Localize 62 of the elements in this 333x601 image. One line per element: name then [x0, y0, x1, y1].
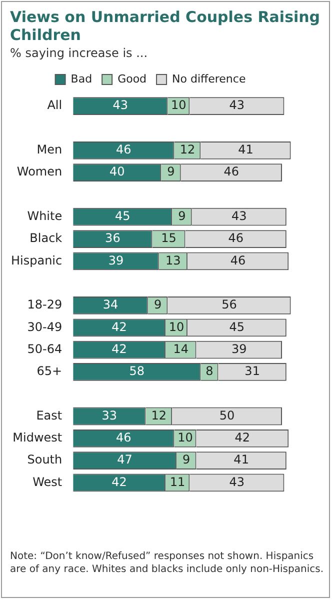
- y-tick-label: Black: [30, 231, 62, 246]
- data-label: 42: [234, 430, 250, 445]
- y-tick-label: All: [47, 98, 62, 112]
- legend-label: No difference: [172, 72, 246, 86]
- data-label: 47: [117, 452, 132, 467]
- data-label: 11: [170, 474, 186, 489]
- data-label: 42: [112, 320, 127, 334]
- data-label: 34: [102, 298, 118, 312]
- data-label: 42: [112, 474, 127, 489]
- data-label: 9: [167, 164, 175, 179]
- y-tick-label: East: [36, 408, 62, 422]
- data-label: 10: [168, 320, 184, 334]
- y-tick-label: White: [27, 208, 62, 223]
- data-label: 45: [114, 208, 130, 223]
- data-label: 10: [171, 98, 186, 112]
- data-label: 46: [224, 164, 240, 179]
- chart-title: Views on Unmarried Couples Raising Children: [10, 8, 322, 44]
- y-tick-label: 18-29: [27, 298, 62, 312]
- y-tick-label: Hispanic: [10, 253, 62, 268]
- data-label: 43: [229, 474, 245, 489]
- text: Note: “Don’t know/Refused” responses not shown. Hispanics are of any race. Whites and blacks include only non-Hispanics.: [10, 550, 324, 576]
- data-label: 8: [206, 364, 214, 378]
- data-label: 9: [154, 298, 162, 312]
- data-label: 33: [102, 408, 118, 422]
- legend-label: Good: [118, 72, 147, 86]
- y-tick-label: 65+: [36, 364, 62, 378]
- data-label: 15: [161, 231, 176, 246]
- data-label: 39: [231, 342, 247, 356]
- y-tick-label: 30-49: [27, 320, 62, 334]
- data-label: 50: [219, 408, 235, 422]
- data-label: 41: [234, 452, 249, 467]
- data-label: 12: [151, 408, 167, 422]
- data-label: 9: [182, 452, 190, 467]
- data-label: 45: [229, 320, 245, 334]
- legend-label: Bad: [70, 72, 92, 86]
- data-label: 9: [178, 208, 186, 223]
- data-label: 56: [222, 298, 237, 312]
- data-label: 46: [230, 253, 246, 268]
- data-label: 46: [116, 430, 132, 445]
- data-label: 43: [112, 98, 128, 112]
- data-label: 41: [238, 142, 254, 157]
- data-label: 43: [231, 208, 247, 223]
- y-tick-label: Men: [36, 142, 62, 157]
- y-tick-label: Midwest: [12, 430, 62, 445]
- y-tick-label: South: [27, 452, 62, 467]
- chart-subtitle: % saying increase is ...: [10, 46, 148, 60]
- data-label: 14: [173, 342, 188, 356]
- y-tick-label: 50-64: [27, 342, 62, 356]
- data-label: 36: [105, 231, 120, 246]
- data-label: 42: [112, 342, 127, 356]
- data-label: 58: [129, 364, 145, 378]
- y-tick-label: West: [32, 474, 62, 489]
- y-tick-label: Women: [16, 164, 62, 179]
- data-label: 31: [244, 364, 260, 378]
- data-label: 46: [116, 142, 132, 157]
- data-label: 10: [178, 430, 193, 445]
- data-label: 39: [108, 253, 124, 268]
- data-label: 46: [228, 231, 244, 246]
- data-label: 40: [109, 164, 125, 179]
- data-label: 12: [180, 142, 196, 157]
- data-label: 13: [166, 253, 181, 268]
- data-label: 43: [229, 98, 245, 112]
